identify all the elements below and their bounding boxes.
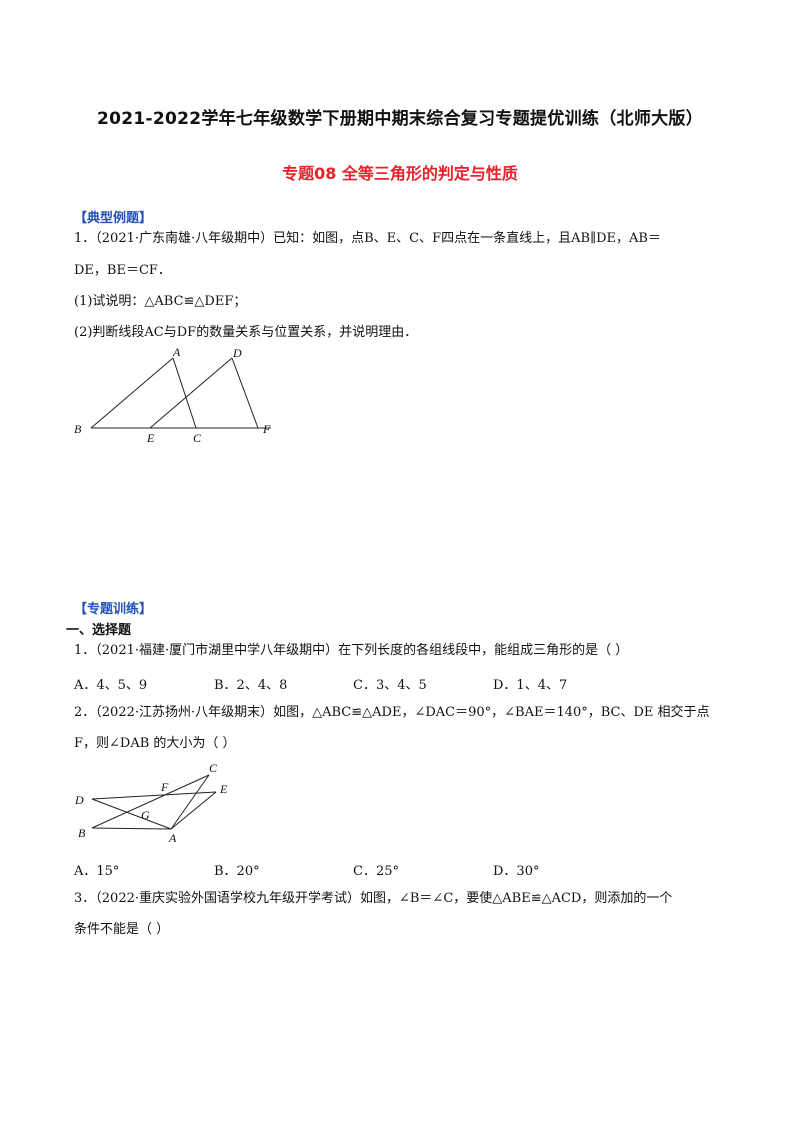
label-c: C [193, 431, 202, 445]
example-q1-line1: 1．（2021·广东南雄·八年级期中）已知：如图，点B、E、C、F四点在一条直线… [74, 231, 661, 246]
segment-ba [91, 827, 172, 830]
training-q3-line1: 3．（2022·重庆实验外国语学校九年级开学考试）如图，∠B＝∠C，要使△ABE… [74, 891, 673, 906]
segment-bc [91, 774, 210, 829]
label-b: B [74, 422, 82, 436]
label-e: E [219, 782, 228, 796]
training-q2-option-a: A．15° [74, 864, 120, 879]
training-q2-line2: F，则∠DAB 的大小为（ ） [74, 736, 236, 751]
training-q1-option-a: A．4、5、9 [74, 678, 148, 693]
label-d: D [232, 346, 242, 360]
figure-congruent-triangles: A B C D E F G [74, 761, 228, 845]
label-a: A [172, 345, 181, 359]
label-b: B [78, 826, 86, 840]
example-q1-line2: DE，BE＝CF． [74, 263, 171, 278]
training-q2-option-b: B．20° [214, 864, 260, 879]
label-e: E [146, 431, 155, 445]
segment-df [231, 357, 259, 429]
segment-ac [172, 357, 197, 429]
example-q1-part1: (1)试说明：△ABC≌△DEF； [74, 294, 247, 309]
topic-subtitle: 专题08 全等三角形的判定与性质 [282, 164, 518, 183]
label-c: C [209, 761, 218, 775]
training-q1-option-d: D．1、4、7 [493, 678, 568, 693]
segment-ac [170, 774, 210, 830]
figure-parallel-triangles: A B C D E F [74, 345, 271, 445]
label-d: D [74, 793, 84, 807]
training-q1-option-c: C．3、4、5 [353, 678, 427, 693]
segment-da [91, 798, 172, 830]
label-g: G [141, 808, 150, 822]
training-q2-line1: 2．（2022·江苏扬州·八年级期末）如图，△ABC≌△ADE，∠DAC＝90°… [74, 705, 710, 720]
segment-de [149, 357, 233, 429]
example-q1-part2: (2)判断线段AC与DF的数量关系与位置关系，并说明理由． [74, 325, 418, 340]
segment-de [91, 791, 217, 800]
training-q3-line2: 条件不能是（ ） [74, 922, 170, 937]
label-f: F [262, 422, 271, 436]
segment-ae [170, 791, 217, 830]
label-a: A [168, 831, 177, 845]
segment-ab [90, 357, 174, 429]
training-q2-option-d: D．30° [493, 864, 540, 879]
document-title: 2021-2022学年七年级数学下册期中期末综合复习专题提优训练（北师大版） [96, 109, 704, 129]
section-topic-training: 【专题训练】 [74, 602, 153, 617]
training-q1-text: 1．（2021·福建·厦门市湖里中学八年级期中）在下列长度的各组线段中，能组成三… [74, 643, 629, 658]
training-q1-option-b: B．2、4、8 [214, 678, 288, 693]
section-typical-examples: 【典型例题】 [74, 211, 153, 226]
training-q2-option-c: C．25° [353, 864, 399, 879]
heading-multiple-choice: 一、选择题 [66, 623, 132, 638]
label-f: F [160, 780, 169, 794]
